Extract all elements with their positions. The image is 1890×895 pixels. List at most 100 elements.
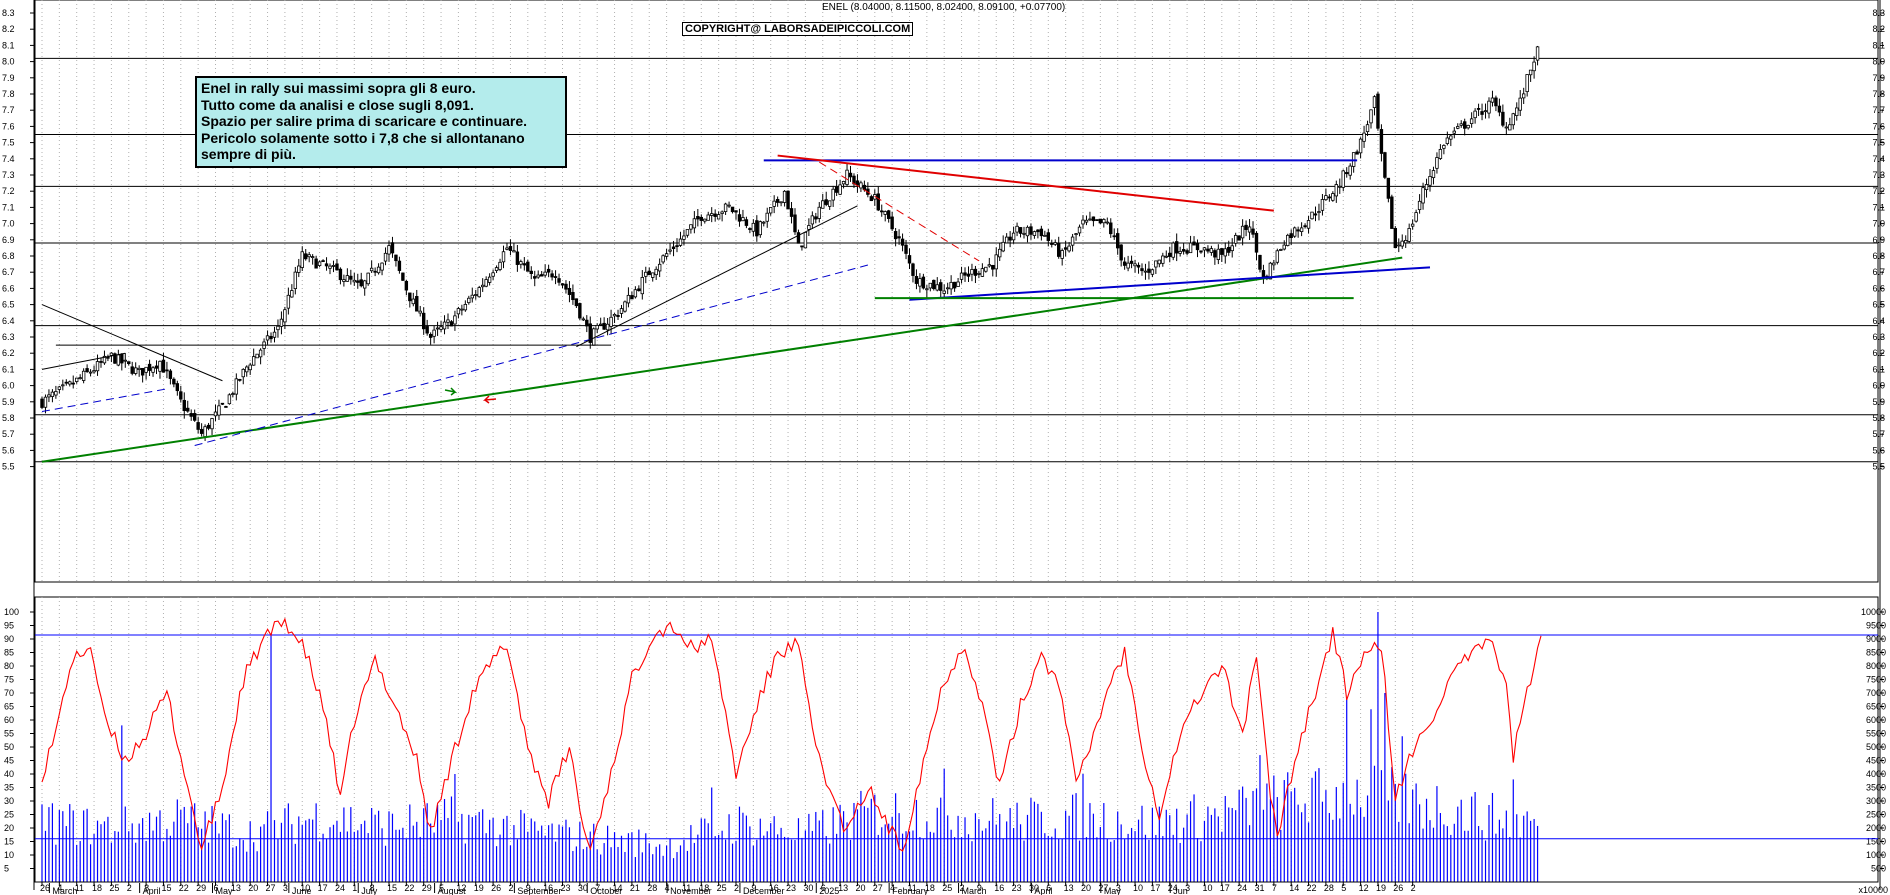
candle-body bbox=[1157, 259, 1162, 265]
candle-body bbox=[470, 294, 474, 299]
candle-body bbox=[692, 218, 697, 229]
candle-body bbox=[342, 279, 346, 282]
candle-body bbox=[862, 184, 867, 191]
candle-body bbox=[220, 402, 225, 405]
candle-body bbox=[598, 323, 603, 326]
candle-body bbox=[637, 288, 641, 292]
candle-body bbox=[85, 368, 89, 372]
candle-body bbox=[1341, 170, 1345, 188]
candle-body bbox=[939, 282, 943, 291]
candle-body bbox=[512, 250, 516, 253]
candle-body bbox=[1043, 234, 1047, 237]
candle-body bbox=[1206, 248, 1210, 252]
price-tick-label-right: 7.4 bbox=[1872, 154, 1885, 164]
price-tick-label-right: 8.1 bbox=[1872, 40, 1885, 50]
candle-body bbox=[421, 312, 426, 330]
oscillator-tick-label: 55 bbox=[4, 729, 14, 739]
month-label: March bbox=[962, 886, 987, 895]
candle-body bbox=[602, 322, 606, 330]
candle-body bbox=[949, 281, 953, 290]
volume-tick-label: 3500 bbox=[1866, 783, 1886, 793]
candle-body bbox=[1438, 149, 1443, 159]
volume-tick-label: 5500 bbox=[1866, 729, 1886, 739]
candle-body bbox=[522, 263, 527, 266]
candle-body bbox=[345, 275, 350, 282]
candle-body bbox=[1490, 97, 1495, 103]
oscillator-tick-label: 40 bbox=[4, 769, 14, 779]
candle-body bbox=[1480, 111, 1484, 115]
volume-tick-label: 6000 bbox=[1866, 715, 1886, 725]
volume-tick-label: 10000 bbox=[1861, 607, 1886, 617]
day-tick-label: 4 bbox=[57, 883, 62, 893]
month-label: September bbox=[517, 886, 561, 895]
candle-body bbox=[1286, 234, 1290, 246]
candle-body bbox=[543, 271, 547, 276]
candle-body bbox=[1515, 107, 1519, 117]
candle-body bbox=[43, 396, 48, 408]
candle-body bbox=[463, 304, 468, 311]
candle-body bbox=[932, 279, 936, 290]
candle-body bbox=[1161, 255, 1165, 264]
oscillator-tick-label: 75 bbox=[4, 675, 14, 685]
candle-body bbox=[647, 270, 651, 276]
candle-body bbox=[1404, 240, 1408, 244]
candle-body bbox=[1199, 250, 1203, 253]
candle-body bbox=[172, 378, 176, 385]
candle-body bbox=[245, 366, 249, 373]
candle-body bbox=[248, 364, 252, 371]
day-tick-label: 2 bbox=[508, 883, 513, 893]
candle-body bbox=[1410, 223, 1415, 227]
oscillator-tick-label: 15 bbox=[4, 837, 14, 847]
candle-body bbox=[1345, 172, 1349, 175]
price-tick-label-right: 6.7 bbox=[1872, 267, 1885, 277]
day-tick-label: 28 bbox=[1324, 883, 1334, 893]
candle-body bbox=[1320, 199, 1325, 211]
candle-body bbox=[1112, 235, 1116, 238]
candle-body bbox=[1209, 248, 1214, 253]
candle-body bbox=[769, 207, 773, 214]
candle-body bbox=[435, 327, 440, 330]
candle-body bbox=[1095, 219, 1099, 222]
candle-body bbox=[716, 214, 721, 220]
candle-body bbox=[480, 284, 485, 288]
candle-body bbox=[356, 280, 360, 283]
candle-body bbox=[99, 361, 103, 363]
candle-body bbox=[779, 201, 783, 204]
day-tick-label: 25 bbox=[109, 883, 119, 893]
candle-body bbox=[1039, 228, 1044, 237]
price-tick-label-right: 5.6 bbox=[1872, 445, 1885, 455]
candle-body bbox=[539, 274, 544, 277]
candle-body bbox=[1428, 176, 1432, 186]
volume-tick-label: 500 bbox=[1871, 864, 1886, 874]
month-label: February bbox=[892, 886, 929, 895]
candle-body bbox=[192, 413, 197, 421]
volume-tick-label: 7500 bbox=[1866, 675, 1886, 685]
price-tick-label-right: 6.2 bbox=[1872, 348, 1885, 358]
candle-body bbox=[161, 359, 166, 373]
candle-body bbox=[1275, 250, 1280, 263]
price-tick-label-right: 7.0 bbox=[1872, 219, 1885, 229]
candle-body bbox=[984, 266, 988, 272]
candle-body bbox=[1292, 227, 1297, 237]
candle-body bbox=[1154, 260, 1158, 268]
candle-body bbox=[203, 426, 207, 437]
candle-body bbox=[703, 218, 707, 222]
day-tick-label: 29 bbox=[422, 883, 432, 893]
day-tick-label: 16 bbox=[543, 883, 553, 893]
price-tick-label: 5.5 bbox=[2, 462, 15, 472]
candle-body bbox=[651, 272, 655, 278]
candle-body bbox=[186, 407, 190, 412]
price-tick-label-right: 7.5 bbox=[1872, 138, 1885, 148]
candle-body bbox=[720, 211, 724, 214]
price-tick-label: 7.3 bbox=[2, 170, 15, 180]
day-tick-label: 18 bbox=[92, 883, 102, 893]
price-tick-label: 8.3 bbox=[2, 8, 15, 18]
candle-body bbox=[886, 210, 891, 219]
candle-body bbox=[814, 216, 818, 220]
month-label: August bbox=[438, 886, 467, 895]
candle-body bbox=[765, 212, 769, 222]
candle-body bbox=[1310, 211, 1314, 220]
candle-body bbox=[921, 276, 926, 289]
candle-body bbox=[1424, 184, 1429, 191]
candle-body bbox=[900, 238, 905, 246]
